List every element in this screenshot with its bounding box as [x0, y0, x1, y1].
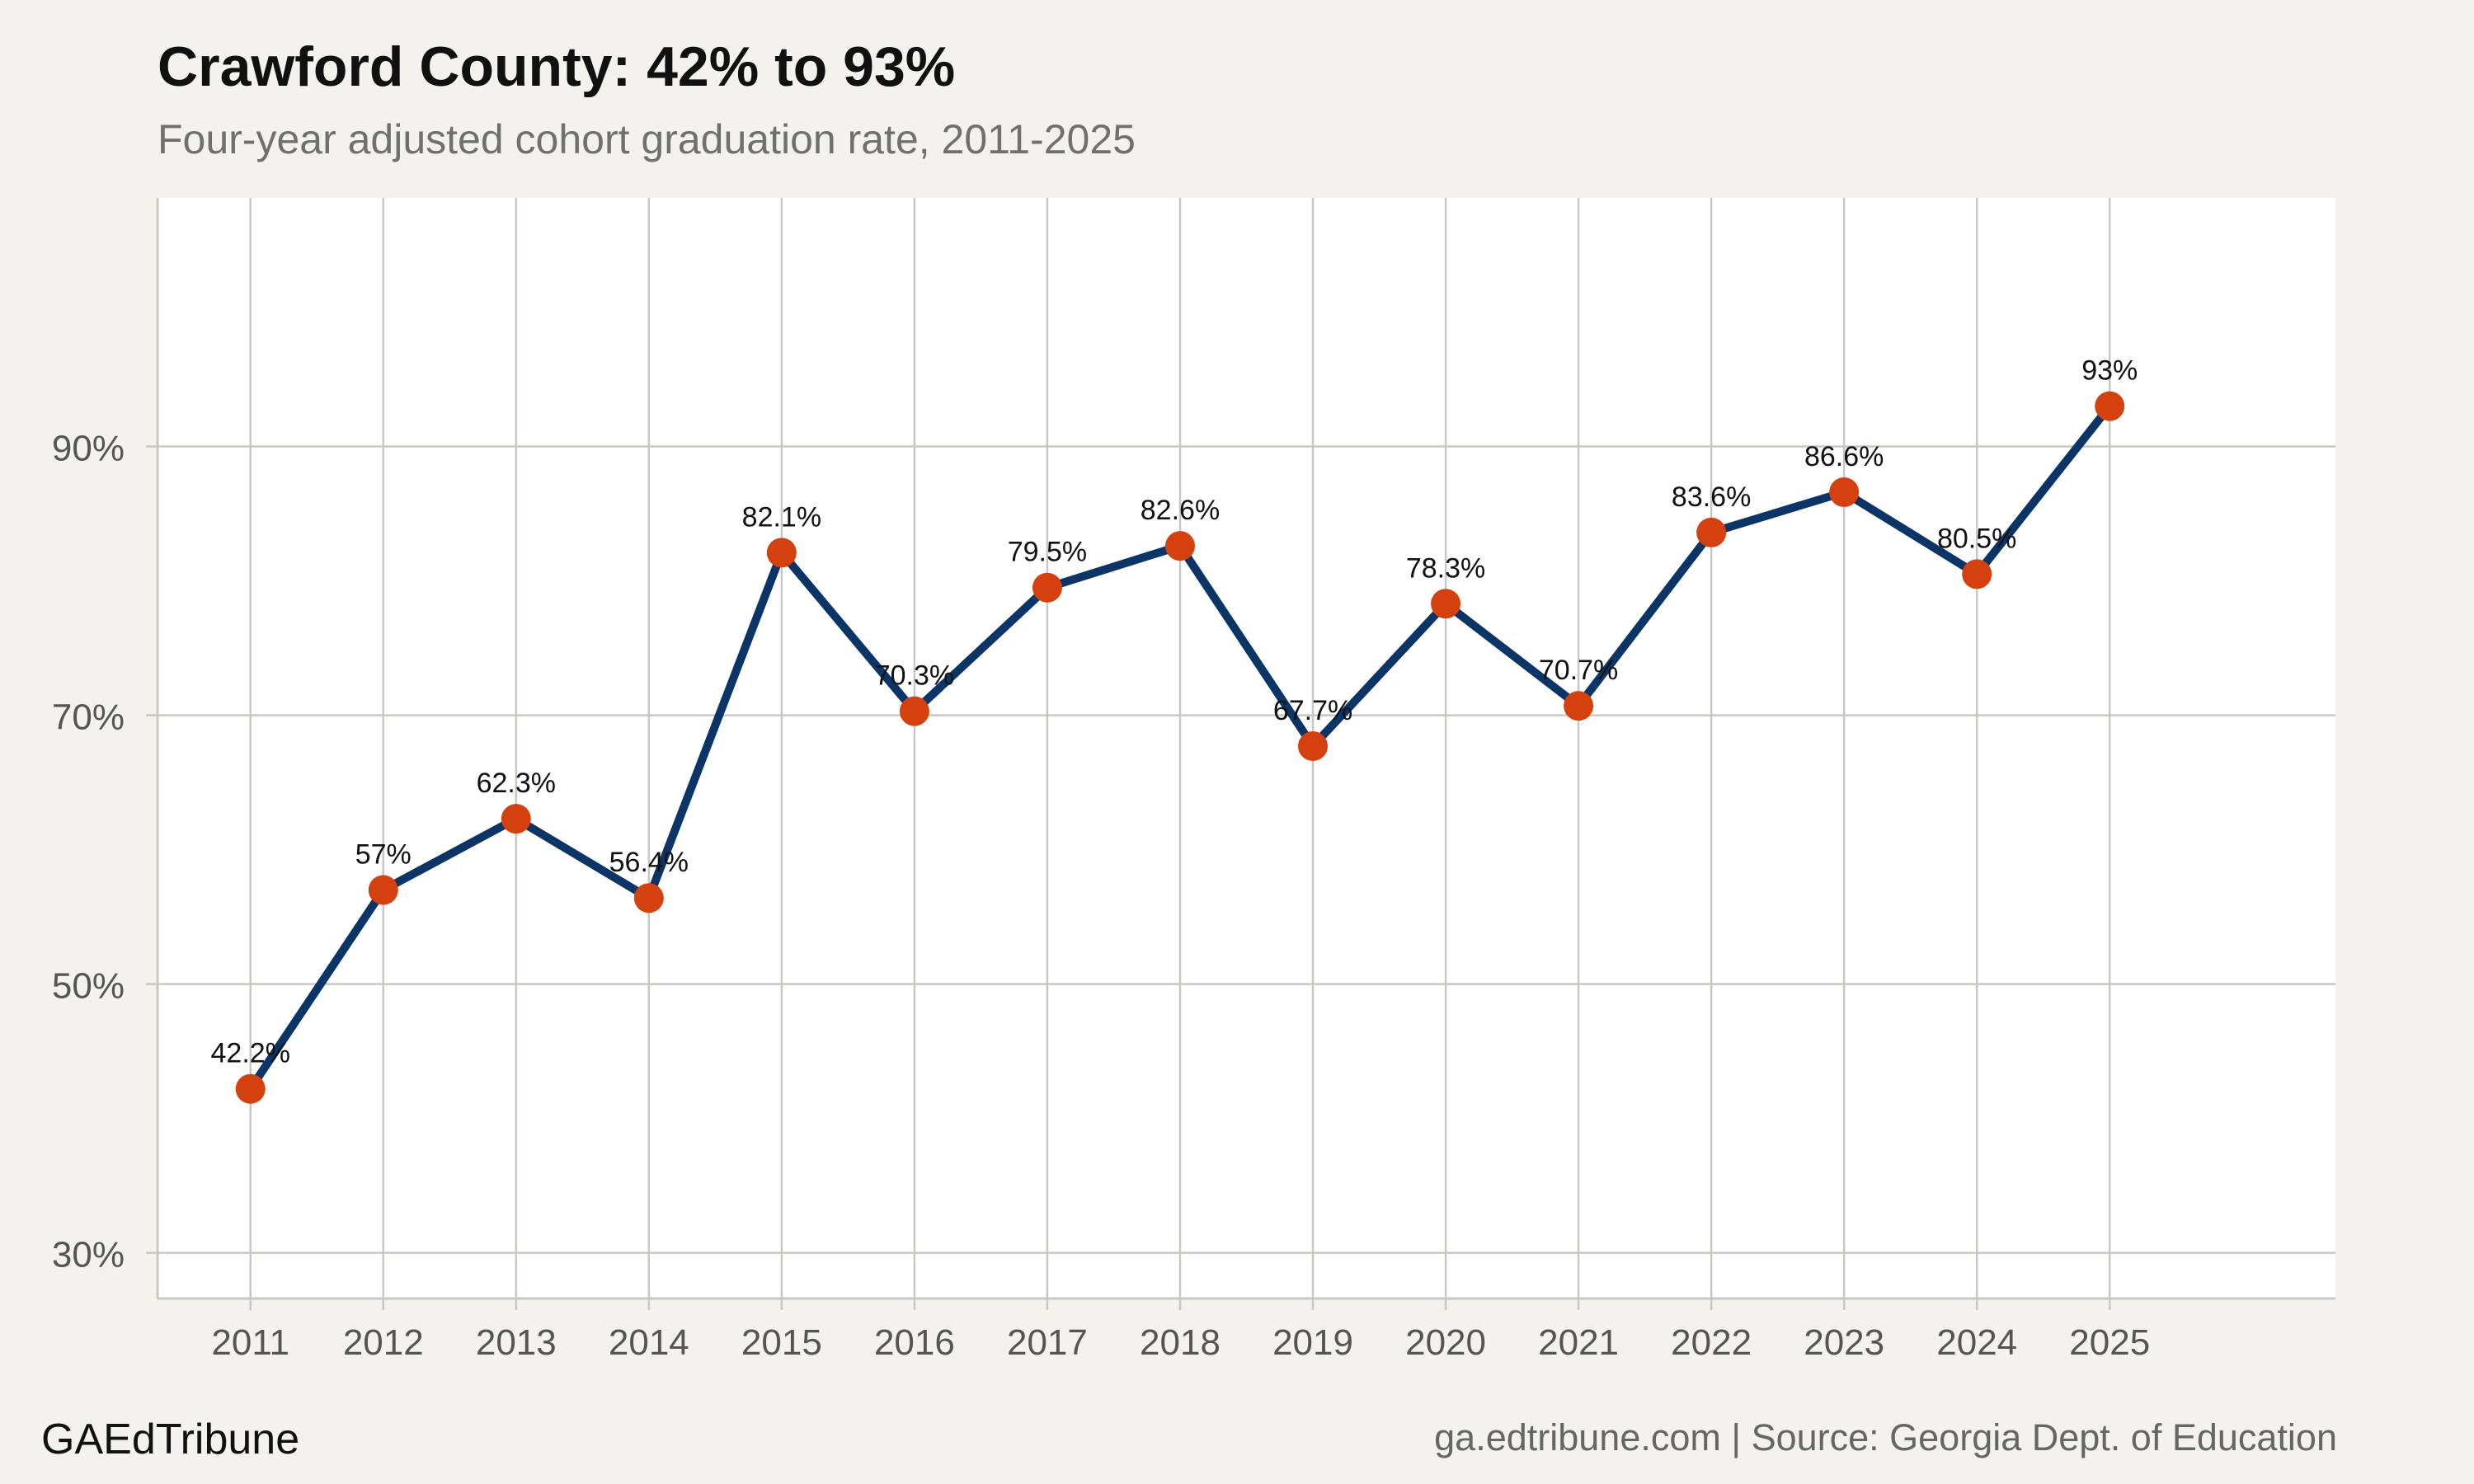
x-tick-label: 2012 [343, 1322, 424, 1363]
data-label: 67.7% [1273, 695, 1352, 726]
data-label: 79.5% [1008, 537, 1087, 568]
data-points [235, 391, 2125, 1104]
data-point [899, 696, 929, 726]
y-tick-label: 70% [52, 697, 125, 738]
data-label: 70.3% [875, 660, 954, 692]
x-tick-label: 2017 [1007, 1322, 1088, 1363]
data-point [501, 804, 531, 834]
axes [146, 198, 2335, 1310]
source-note: ga.edtribune.com | Source: Georgia Dept.… [1434, 1416, 2337, 1458]
data-point [2095, 391, 2125, 421]
data-point [766, 538, 797, 568]
x-tick-label: 2025 [2069, 1322, 2150, 1363]
data-point [1962, 559, 1992, 589]
y-tick-label: 30% [52, 1235, 125, 1275]
data-point [235, 1073, 266, 1104]
data-label: 82.6% [1141, 495, 1220, 526]
x-tick-label: 2011 [211, 1322, 289, 1363]
chart-title: Crawford County: 42% to 93% [158, 35, 956, 98]
data-label: 83.6% [1672, 481, 1751, 513]
x-tick-label: 2019 [1272, 1322, 1353, 1363]
data-label: 86.6% [1804, 441, 1884, 472]
data-label: 82.1% [742, 501, 821, 533]
data-label: 70.7% [1539, 655, 1618, 686]
tick-labels: 30% 50% 70% 90% 2011 2012 2013 2014 2015 2016 2017… [52, 429, 2150, 1363]
x-tick-label: 2023 [1804, 1322, 1884, 1363]
data-point [1164, 531, 1195, 561]
data-point [1829, 477, 1860, 507]
data-point [368, 875, 398, 905]
x-tick-label: 2024 [1936, 1322, 2017, 1363]
y-tick-label: 50% [52, 966, 125, 1007]
data-label: 42.2% [211, 1038, 290, 1069]
chart-subtitle: Four-year adjusted cohort graduation rat… [158, 116, 1136, 162]
x-tick-label: 2020 [1405, 1322, 1486, 1363]
x-tick-label: 2018 [1140, 1322, 1221, 1363]
data-label: 93% [2081, 355, 2138, 387]
data-label: 62.3% [477, 768, 556, 799]
data-point [1032, 572, 1062, 603]
x-tick-label: 2013 [476, 1322, 557, 1363]
x-tick-label: 2021 [1538, 1322, 1619, 1363]
brand-name: GAEdTribune [41, 1416, 300, 1463]
x-tick-label: 2022 [1671, 1322, 1752, 1363]
data-label: 80.5% [1937, 523, 2016, 554]
data-label: 57% [355, 838, 412, 870]
data-labels: 42.2% 57% 62.3% 56.4% 82.1% 70.3% 79.5% 82.6% 67… [211, 355, 2138, 1069]
data-point [1298, 731, 1329, 762]
data-label: 78.3% [1406, 552, 1485, 584]
data-label: 56.4% [609, 847, 689, 878]
data-point [1696, 517, 1727, 547]
y-tick-label: 90% [52, 429, 125, 469]
x-tick-label: 2014 [609, 1322, 689, 1363]
grid-lines [158, 198, 2335, 1298]
plot-panel [158, 198, 2335, 1298]
x-tick-label: 2016 [874, 1322, 955, 1363]
data-point [1564, 691, 1594, 721]
x-tick-label: 2015 [741, 1322, 822, 1363]
data-point [1431, 589, 1461, 619]
data-point [633, 883, 664, 913]
